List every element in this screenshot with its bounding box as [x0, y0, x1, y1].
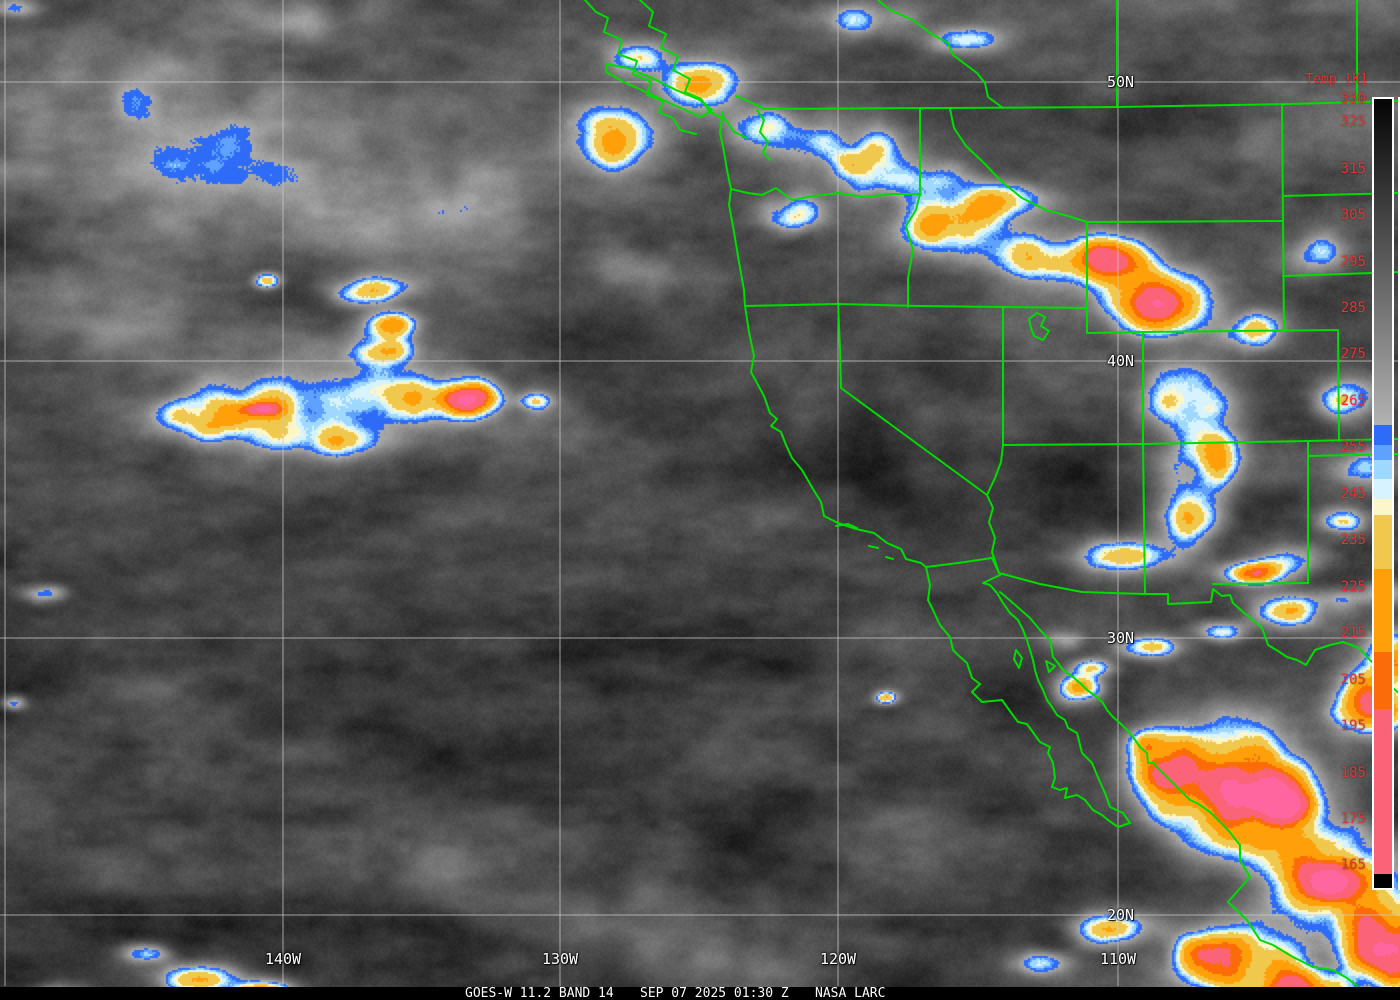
colorbar-tick-label: 235 [1340, 532, 1366, 549]
colorbar-tick-label: 165 [1340, 857, 1366, 874]
colorbar-tick-label: 205 [1340, 671, 1366, 688]
colorbar-tick-label: 295 [1340, 253, 1366, 270]
latitude-label: 50N [1107, 73, 1135, 91]
colorbar-tick-label: 315 [1340, 160, 1366, 177]
longitude-label: 120W [819, 950, 857, 968]
colorbar-tick-label: 285 [1340, 300, 1366, 317]
caption-timestamp: SEP 07 2025 01:30 Z [640, 986, 789, 1000]
colorbar-edge-line [1398, 97, 1400, 890]
longitude-label: 110W [1099, 950, 1137, 968]
colorbar-tick-label: 175 [1340, 810, 1366, 827]
colorbar-tick-label: 275 [1340, 346, 1366, 363]
caption-bar: GOES-W 11.2 BAND 14 SEP 07 2025 01:30 Z … [0, 987, 1400, 1000]
longitude-label: 130W [541, 950, 579, 968]
caption-credit: NASA LARC [815, 986, 886, 1000]
colorbar-tick-label: 215 [1340, 625, 1366, 642]
latitude-label: 40N [1107, 352, 1135, 370]
colorbar-tick-label: 225 [1340, 578, 1366, 595]
colorbar-tick-label: 305 [1340, 207, 1366, 224]
colorbar-tick-label: 185 [1340, 764, 1366, 781]
latitude-label: 30N [1107, 629, 1135, 647]
colorbar-tick-label: 195 [1340, 718, 1366, 735]
colorbar-gradient [1372, 97, 1394, 890]
longitude-label: 140W [264, 950, 302, 968]
colorbar-title: Temp [K] [1305, 72, 1368, 87]
colorbar-tick-label: 245 [1340, 485, 1366, 502]
caption-mission: GOES-W 11.2 BAND 14 [465, 986, 614, 1000]
colorbar-tick-label: 265 [1340, 392, 1366, 409]
latitude-label: 20N [1107, 906, 1135, 924]
colorbar-tick-label: 330 [1340, 91, 1366, 107]
colorbar-tick-label: 255 [1340, 439, 1366, 456]
colorbar-tick-label: 325 [1340, 114, 1366, 131]
